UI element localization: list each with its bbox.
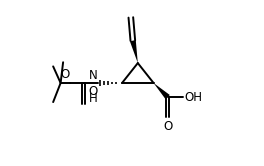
Text: O: O xyxy=(60,68,70,81)
Text: H: H xyxy=(88,92,97,105)
Text: OH: OH xyxy=(184,91,202,104)
Text: O: O xyxy=(88,85,97,98)
Text: N: N xyxy=(88,69,97,82)
Polygon shape xyxy=(154,83,170,99)
Text: O: O xyxy=(163,120,172,132)
Polygon shape xyxy=(130,40,138,63)
